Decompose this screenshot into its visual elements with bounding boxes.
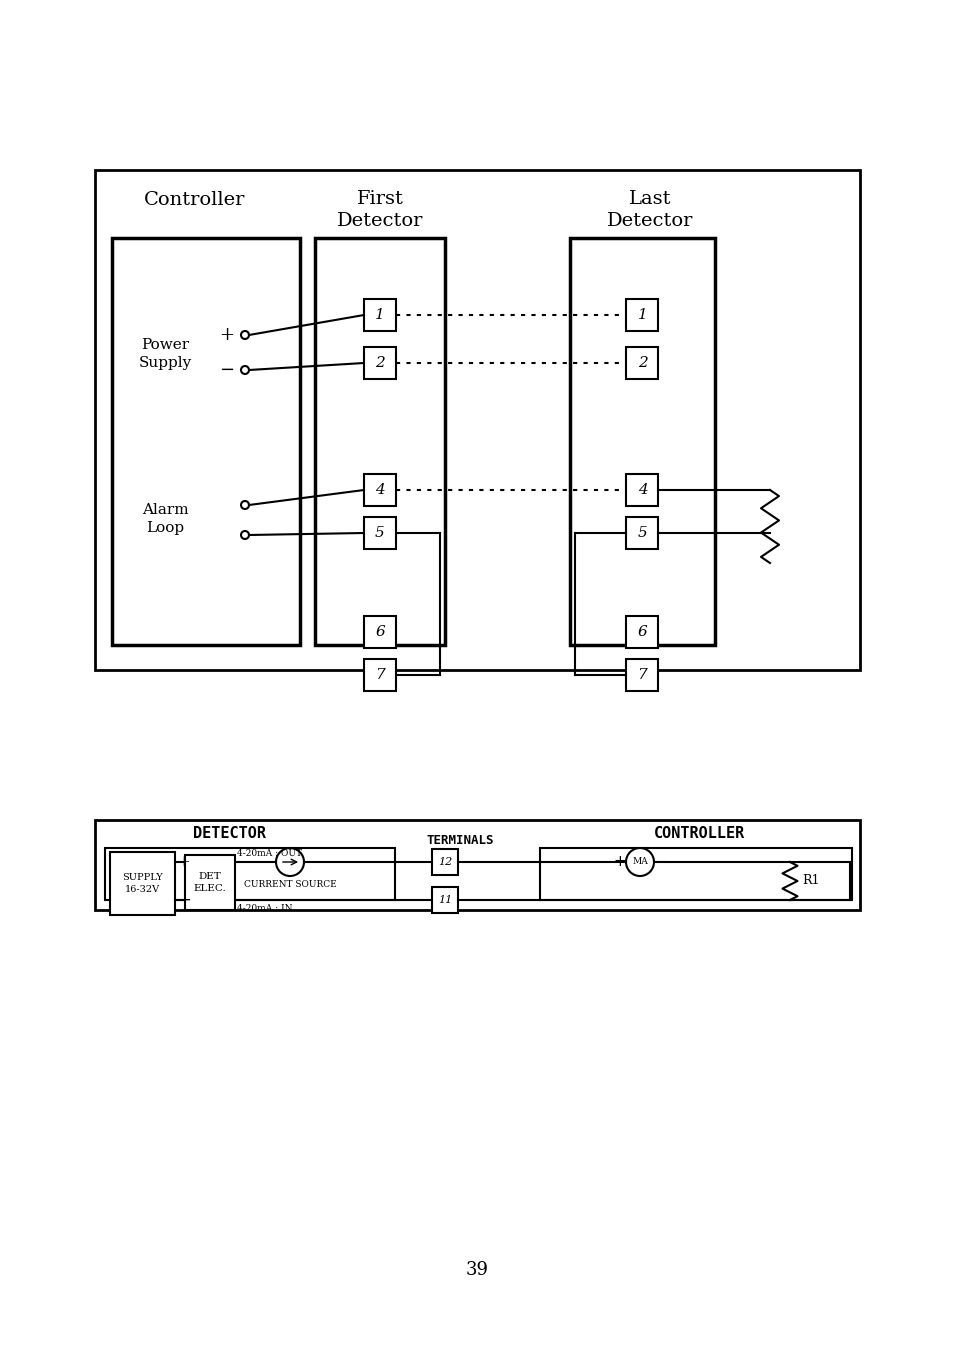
Bar — [626, 347, 658, 380]
Bar — [626, 616, 658, 648]
Text: 6: 6 — [637, 626, 647, 639]
Bar — [95, 170, 859, 670]
Text: 12: 12 — [437, 857, 452, 867]
Bar — [364, 347, 395, 380]
Bar — [432, 848, 457, 875]
Text: DET
ELEC.: DET ELEC. — [193, 873, 226, 893]
Text: 4-20mA : OUT: 4-20mA : OUT — [236, 848, 302, 858]
Bar — [112, 238, 299, 644]
Bar — [105, 848, 395, 900]
Bar — [626, 517, 658, 549]
Text: 4: 4 — [375, 484, 384, 497]
Text: MA: MA — [632, 858, 647, 866]
Bar — [364, 517, 395, 549]
Text: 7: 7 — [375, 667, 384, 682]
Text: 4-20mA : IN: 4-20mA : IN — [236, 904, 293, 913]
Bar — [95, 820, 859, 911]
Text: DETECTOR: DETECTOR — [193, 827, 266, 842]
Bar — [432, 888, 457, 913]
Text: 5: 5 — [375, 526, 384, 540]
Text: 2: 2 — [637, 357, 647, 370]
Text: 5: 5 — [637, 526, 647, 540]
Text: 4: 4 — [637, 484, 647, 497]
Text: 1: 1 — [637, 308, 647, 322]
Text: +: + — [613, 854, 626, 870]
Text: TERMINALS: TERMINALS — [426, 834, 494, 847]
Bar — [364, 299, 395, 331]
Text: Controller: Controller — [144, 190, 246, 209]
Bar — [364, 474, 395, 507]
Text: 6: 6 — [375, 626, 384, 639]
Text: First: First — [356, 190, 403, 208]
Bar — [626, 299, 658, 331]
Text: +: + — [177, 855, 190, 869]
Text: R1: R1 — [801, 874, 819, 888]
Text: Alarm: Alarm — [142, 503, 188, 517]
Bar — [364, 659, 395, 690]
Text: Supply: Supply — [138, 357, 192, 370]
Text: Loop: Loop — [146, 521, 184, 535]
Text: 11: 11 — [437, 894, 452, 905]
Text: 39: 39 — [465, 1260, 488, 1279]
Bar — [626, 659, 658, 690]
Text: 7: 7 — [637, 667, 647, 682]
Bar — [110, 852, 174, 915]
Text: CURRENT SOURCE: CURRENT SOURCE — [243, 880, 336, 889]
Text: Power: Power — [141, 338, 189, 353]
Bar — [185, 855, 234, 911]
Bar — [626, 474, 658, 507]
Text: CONTROLLER: CONTROLLER — [654, 827, 745, 842]
Bar — [539, 848, 851, 900]
Text: SUPPLY
16-32V: SUPPLY 16-32V — [122, 874, 163, 893]
Text: −: − — [219, 361, 234, 380]
Text: Detector: Detector — [336, 212, 423, 230]
Text: Last: Last — [628, 190, 671, 208]
Text: 1: 1 — [375, 308, 384, 322]
Bar — [364, 616, 395, 648]
Text: 2: 2 — [375, 357, 384, 370]
Bar — [314, 238, 444, 644]
Text: Detector: Detector — [606, 212, 693, 230]
Text: −: − — [177, 892, 191, 908]
Text: +: + — [219, 326, 234, 345]
Text: −: − — [653, 852, 666, 871]
Bar — [569, 238, 714, 644]
